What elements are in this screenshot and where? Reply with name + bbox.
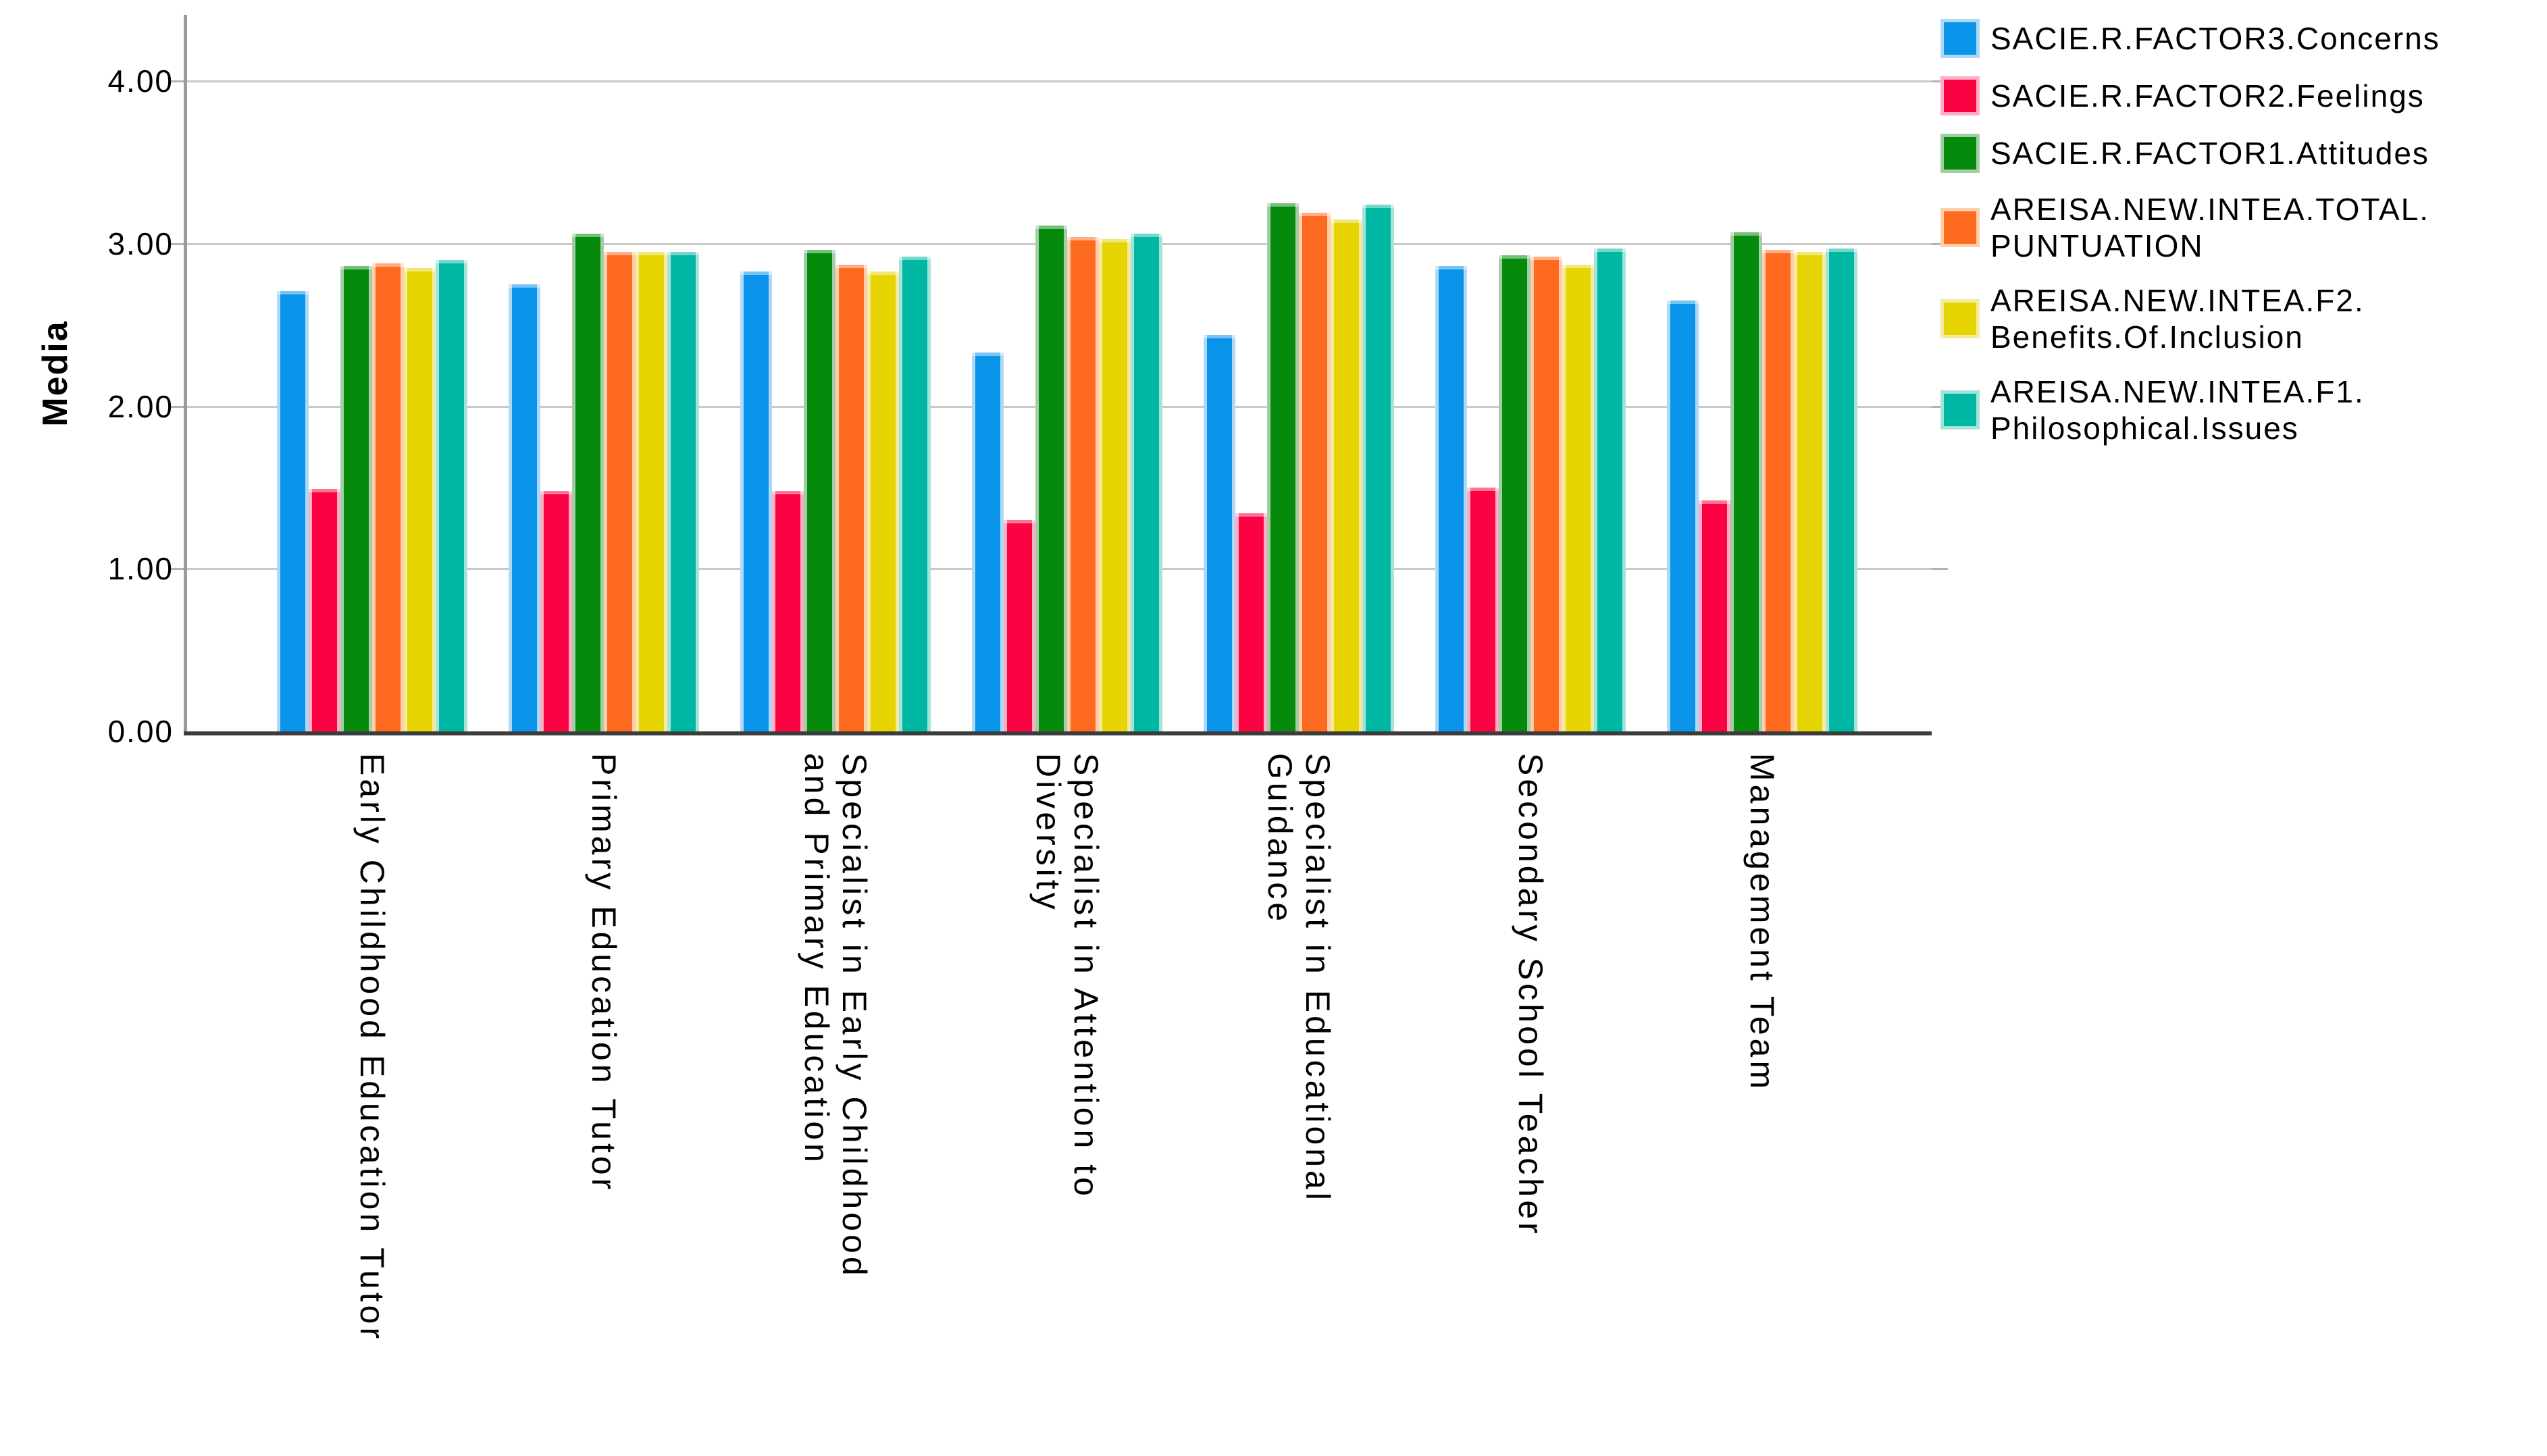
bar (604, 252, 636, 731)
bar (1794, 252, 1826, 731)
bar (572, 234, 604, 731)
bar (1530, 257, 1562, 731)
bar (804, 250, 835, 731)
bar (1826, 249, 1857, 731)
x-category-label: Management Team (1743, 753, 1781, 1093)
bar (1435, 266, 1467, 731)
x-category-label: Specialist in Attention to Diversity (1029, 753, 1105, 1199)
y-axis-line (184, 15, 187, 735)
legend-row: AREISA.NEW.INTEA.F2. Benefits.Of.Inclusi… (1940, 282, 2440, 355)
legend-label: SACIE.R.FACTOR3.Concerns (1990, 21, 2440, 56)
y-tick-label: 4.00 (107, 63, 174, 99)
bar (1067, 237, 1099, 731)
x-category-label: Primary Education Tutor (585, 753, 623, 1193)
bar (1667, 301, 1699, 731)
bar (1299, 213, 1331, 731)
bar (1099, 239, 1131, 731)
bar (1004, 520, 1035, 731)
legend-row: SACIE.R.FACTOR1.Attitudes (1940, 134, 2440, 173)
legend-swatch-icon (1940, 19, 1980, 58)
legend-label: AREISA.NEW.INTEA.TOTAL. PUNTUATION (1990, 192, 2430, 263)
bar (899, 257, 931, 731)
x-category-label: Secondary School Teacher (1512, 753, 1549, 1237)
y-tick-left (171, 80, 187, 82)
bar (1035, 226, 1067, 731)
bar (835, 265, 867, 731)
bar (636, 252, 667, 731)
legend-swatch-icon (1940, 390, 1980, 430)
bar (1730, 232, 1762, 731)
bar (1467, 488, 1499, 731)
legend-swatch-icon (1940, 299, 1980, 338)
bar (1204, 335, 1235, 731)
bar (972, 353, 1004, 731)
bar (1594, 249, 1626, 731)
x-axis-line (184, 731, 1932, 735)
bar (667, 252, 699, 731)
y-tick-label: 0.00 (107, 714, 174, 749)
bar (1499, 255, 1530, 731)
bar (436, 260, 467, 731)
legend-row: SACIE.R.FACTOR2.Feelings (1940, 76, 2440, 115)
y-tick-right (1932, 80, 1948, 82)
bar (540, 491, 572, 731)
legend-label: SACIE.R.FACTOR2.Feelings (1990, 78, 2425, 113)
bar (1235, 513, 1267, 731)
bar (867, 271, 899, 731)
y-tick-label: 1.00 (107, 551, 174, 587)
y-tick-left (171, 405, 187, 408)
legend-swatch-icon (1940, 208, 1980, 247)
x-category-label: Specialist in Early Childhood and Primar… (798, 753, 873, 1279)
bar (1131, 234, 1162, 731)
bar (340, 266, 372, 731)
bar (1362, 205, 1394, 731)
x-category-label: Early Childhood Education Tutor (353, 753, 391, 1343)
y-tick-left (171, 568, 187, 571)
gridline-4.00 (187, 80, 1932, 82)
bar (740, 271, 772, 731)
bar (509, 284, 540, 731)
bar (1762, 250, 1794, 731)
legend-label: AREISA.NEW.INTEA.F2. Benefits.Of.Inclusi… (1990, 283, 2365, 355)
y-tick-right (1932, 405, 1948, 408)
y-tick-right (1932, 568, 1948, 571)
bar (1267, 203, 1299, 731)
bar (309, 489, 340, 731)
legend-row: AREISA.NEW.INTEA.TOTAL. PUNTUATION (1940, 191, 2440, 264)
y-axis-title: Media (36, 320, 75, 427)
legend: SACIE.R.FACTOR3.Concerns SACIE.R.FACTOR2.… (1940, 19, 2440, 446)
y-tick-right (1932, 242, 1948, 245)
x-category-label: Specialist in Educational Guidance (1261, 753, 1337, 1203)
bar (404, 268, 436, 731)
legend-swatch-icon (1940, 134, 1980, 173)
bar (372, 263, 404, 731)
legend-label: AREISA.NEW.INTEA.F1. Philosophical.Issue… (1990, 374, 2365, 446)
bar (772, 491, 804, 731)
y-tick-left (171, 242, 187, 245)
bar (1331, 219, 1362, 731)
legend-swatch-icon (1940, 76, 1980, 115)
legend-label: SACIE.R.FACTOR1.Attitudes (1990, 136, 2429, 171)
bar (1699, 500, 1730, 731)
bar (277, 291, 309, 731)
legend-row: SACIE.R.FACTOR3.Concerns (1940, 19, 2440, 58)
y-tick-label: 2.00 (107, 388, 174, 424)
bar (1562, 265, 1594, 731)
legend-row: AREISA.NEW.INTEA.F1. Philosophical.Issue… (1940, 373, 2440, 446)
y-tick-label: 3.00 (107, 226, 174, 261)
